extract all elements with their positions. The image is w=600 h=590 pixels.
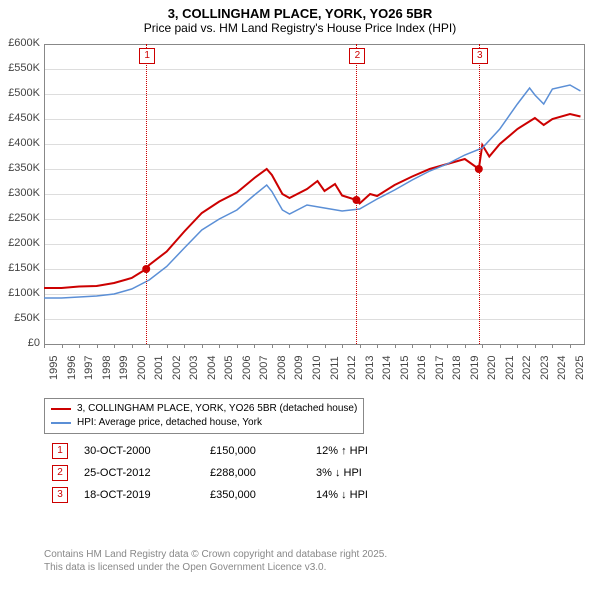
y-axis-label: £350K bbox=[0, 162, 40, 174]
legend-row: 3, COLLINGHAM PLACE, YORK, YO26 5BR (det… bbox=[51, 402, 357, 416]
sale-marker-line bbox=[479, 44, 480, 344]
footer-line-2: This data is licensed under the Open Gov… bbox=[44, 561, 387, 574]
x-axis-label: 2005 bbox=[223, 356, 235, 380]
plot-area: £0£50K£100K£150K£200K£250K£300K£350K£400… bbox=[44, 44, 584, 344]
x-axis-label: 2024 bbox=[556, 356, 568, 380]
event-price: £288,000 bbox=[202, 462, 308, 484]
x-axis-label: 1996 bbox=[66, 356, 78, 380]
legend-label: 3, COLLINGHAM PLACE, YORK, YO26 5BR (det… bbox=[77, 402, 357, 416]
event-date: 18-OCT-2019 bbox=[76, 484, 202, 506]
y-axis-label: £450K bbox=[0, 112, 40, 124]
x-axis-label: 1995 bbox=[48, 356, 60, 380]
event-delta: 12% ↑ HPI bbox=[308, 440, 376, 462]
x-axis-label: 2007 bbox=[258, 356, 270, 380]
event-row: 1 30-OCT-2000£150,00012% ↑ HPI bbox=[44, 440, 376, 462]
series-hpi bbox=[44, 85, 581, 298]
x-axis-label: 2000 bbox=[136, 356, 148, 380]
sale-marker-box: 1 bbox=[139, 48, 155, 64]
x-axis-label: 2023 bbox=[539, 356, 551, 380]
x-axis-label: 2014 bbox=[381, 356, 393, 380]
x-axis-label: 2009 bbox=[293, 356, 305, 380]
y-axis-label: £600K bbox=[0, 37, 40, 49]
event-marker-box: 3 bbox=[52, 487, 68, 503]
x-axis-label: 2008 bbox=[276, 356, 288, 380]
y-axis-label: £50K bbox=[0, 312, 40, 324]
x-axis-label: 2004 bbox=[206, 356, 218, 380]
x-axis-label: 2022 bbox=[521, 356, 533, 380]
x-axis-label: 2021 bbox=[504, 356, 516, 380]
legend: 3, COLLINGHAM PLACE, YORK, YO26 5BR (det… bbox=[44, 398, 364, 434]
sale-marker-box: 3 bbox=[472, 48, 488, 64]
legend-swatch bbox=[51, 408, 71, 410]
event-delta: 3% ↓ HPI bbox=[308, 462, 376, 484]
x-axis-label: 2013 bbox=[364, 356, 376, 380]
event-date: 30-OCT-2000 bbox=[76, 440, 202, 462]
y-axis-label: £100K bbox=[0, 287, 40, 299]
chart-container: 3, COLLINGHAM PLACE, YORK, YO26 5BR Pric… bbox=[0, 0, 600, 590]
legend-swatch bbox=[51, 422, 71, 424]
sale-marker-line bbox=[356, 44, 357, 344]
x-axis-label: 2017 bbox=[434, 356, 446, 380]
x-axis-label: 2012 bbox=[346, 356, 358, 380]
title-line-1: 3, COLLINGHAM PLACE, YORK, YO26 5BR bbox=[0, 6, 600, 21]
event-price: £350,000 bbox=[202, 484, 308, 506]
y-axis-label: £550K bbox=[0, 62, 40, 74]
x-axis-label: 2018 bbox=[451, 356, 463, 380]
sale-marker-box: 2 bbox=[349, 48, 365, 64]
x-axis-label: 2016 bbox=[416, 356, 428, 380]
series-price_paid bbox=[44, 114, 581, 288]
event-marker-box: 2 bbox=[52, 465, 68, 481]
title-line-2: Price paid vs. HM Land Registry's House … bbox=[0, 21, 600, 35]
x-axis-label: 2015 bbox=[399, 356, 411, 380]
chart-svg bbox=[44, 44, 584, 344]
event-delta: 14% ↓ HPI bbox=[308, 484, 376, 506]
x-axis-label: 2011 bbox=[329, 356, 341, 380]
x-axis-label: 2020 bbox=[486, 356, 498, 380]
y-axis-label: £500K bbox=[0, 87, 40, 99]
legend-row: HPI: Average price, detached house, York bbox=[51, 416, 357, 430]
x-axis-label: 2010 bbox=[311, 356, 323, 380]
x-axis-label: 2019 bbox=[469, 356, 481, 380]
sale-marker-line bbox=[146, 44, 147, 344]
x-axis-label: 2025 bbox=[574, 356, 586, 380]
y-axis-label: £400K bbox=[0, 137, 40, 149]
y-axis-label: £250K bbox=[0, 212, 40, 224]
sale-events-table: 1 30-OCT-2000£150,00012% ↑ HPI 2 25-OCT-201… bbox=[44, 440, 376, 506]
y-axis-label: £200K bbox=[0, 237, 40, 249]
event-marker-box: 1 bbox=[52, 443, 68, 459]
event-date: 25-OCT-2012 bbox=[76, 462, 202, 484]
x-axis-label: 2002 bbox=[171, 356, 183, 380]
legend-label: HPI: Average price, detached house, York bbox=[77, 416, 262, 430]
event-row: 2 25-OCT-2012£288,0003% ↓ HPI bbox=[44, 462, 376, 484]
x-axis-label: 1997 bbox=[83, 356, 95, 380]
x-axis-label: 1998 bbox=[101, 356, 113, 380]
footer-line-1: Contains HM Land Registry data © Crown c… bbox=[44, 548, 387, 561]
y-axis-label: £150K bbox=[0, 262, 40, 274]
x-axis-label: 1999 bbox=[118, 356, 130, 380]
event-price: £150,000 bbox=[202, 440, 308, 462]
x-axis-label: 2006 bbox=[241, 356, 253, 380]
title-block: 3, COLLINGHAM PLACE, YORK, YO26 5BR Pric… bbox=[0, 0, 600, 35]
footer-attribution: Contains HM Land Registry data © Crown c… bbox=[44, 548, 387, 574]
x-axis-label: 2001 bbox=[153, 356, 165, 380]
event-row: 3 18-OCT-2019£350,00014% ↓ HPI bbox=[44, 484, 376, 506]
x-axis-label: 2003 bbox=[188, 356, 200, 380]
y-axis-label: £0 bbox=[0, 337, 40, 349]
y-axis-label: £300K bbox=[0, 187, 40, 199]
